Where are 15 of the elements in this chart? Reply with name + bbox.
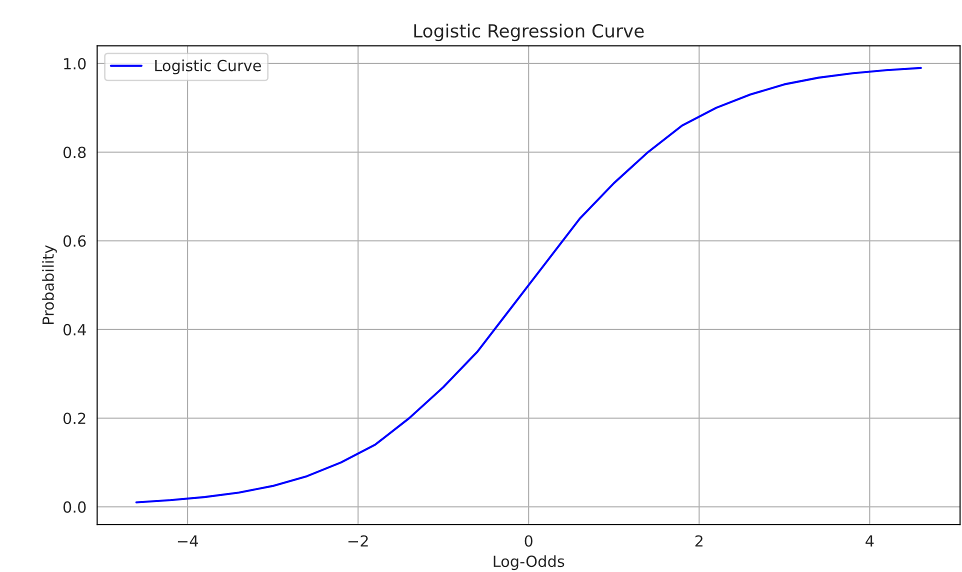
- legend-label: Logistic Curve: [155, 60, 261, 74]
- y-axis-title: Probability: [42, 245, 57, 324]
- y-tick-label: 0.0: [63, 501, 86, 513]
- y-tick-label: 0.8: [63, 146, 86, 158]
- x-tick-label: −4: [178, 535, 198, 547]
- x-tick-label: 2: [695, 535, 702, 547]
- x-tick-label: −2: [348, 535, 368, 547]
- y-tick-label: 0.6: [63, 235, 86, 247]
- x-tick-label: 0: [524, 535, 532, 547]
- y-tick-label: 0.4: [63, 324, 86, 336]
- y-tick-label: 0.2: [63, 412, 86, 424]
- x-axis-title: Log-Odds: [494, 555, 564, 570]
- chart-title: Logistic Regression Curve: [414, 24, 644, 42]
- y-tick-label: 1.0: [64, 58, 86, 70]
- x-tick-label: 4: [866, 535, 874, 547]
